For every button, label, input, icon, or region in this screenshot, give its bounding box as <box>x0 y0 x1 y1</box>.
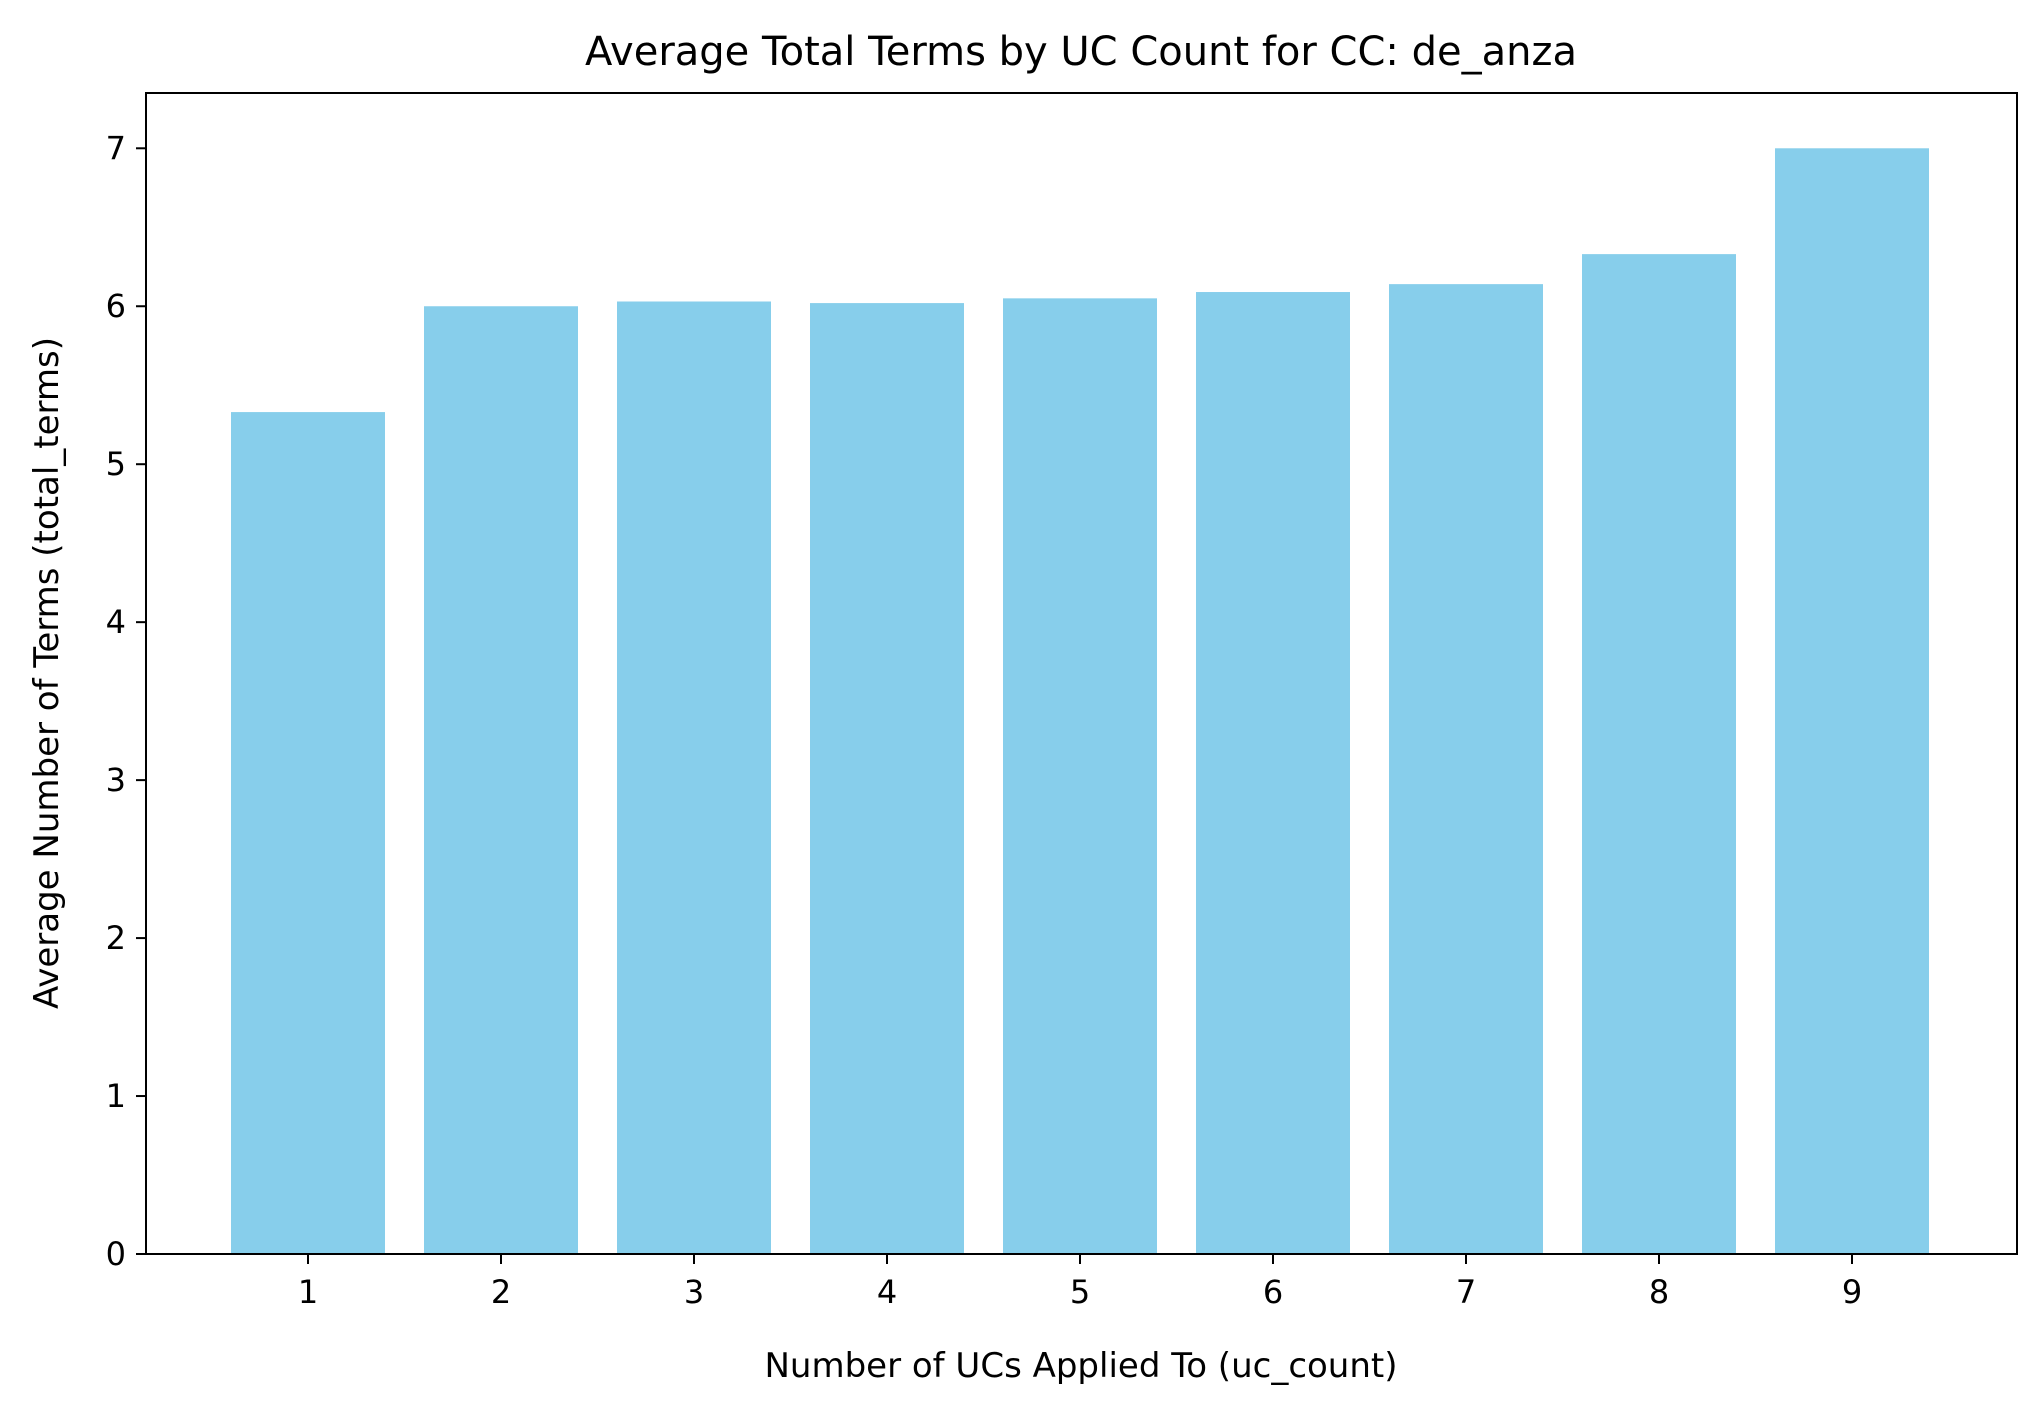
bar-uc-5 <box>1003 298 1157 1254</box>
bar-uc-8 <box>1582 254 1736 1255</box>
bar-uc-2 <box>424 306 578 1255</box>
x-tick-label: 2 <box>491 1273 511 1311</box>
x-tick-label: 9 <box>1842 1273 1862 1311</box>
y-tick-label: 6 <box>106 287 126 325</box>
x-tick-label: 4 <box>877 1273 897 1311</box>
bar-uc-1 <box>231 412 385 1255</box>
y-tick-label: 3 <box>106 761 126 799</box>
bar-uc-7 <box>1389 284 1543 1254</box>
x-tick-label: 1 <box>298 1273 318 1311</box>
bar-uc-3 <box>617 301 771 1255</box>
x-axis-ticks: 1 2 3 4 5 6 7 8 9 <box>298 1254 1862 1311</box>
x-tick-label: 6 <box>1263 1273 1283 1311</box>
y-tick-label: 7 <box>106 129 126 167</box>
y-tick-label: 4 <box>106 603 126 641</box>
x-tick-label: 3 <box>684 1273 704 1311</box>
x-tick-label: 8 <box>1649 1273 1669 1311</box>
bar-uc-4 <box>810 303 964 1255</box>
plot-frame <box>145 92 2018 1255</box>
y-axis-ticks: 0 1 2 3 4 5 6 7 <box>106 129 146 1273</box>
y-tick-label: 0 <box>106 1235 126 1273</box>
y-tick-label: 5 <box>106 445 126 483</box>
chart-title: Average Total Terms by UC Count for CC: … <box>585 29 1577 75</box>
bars-layer <box>231 148 1929 1255</box>
bar-uc-9 <box>1775 148 1929 1254</box>
x-tick-label: 7 <box>1456 1273 1476 1311</box>
y-tick-label: 1 <box>106 1077 126 1115</box>
y-tick-label: 2 <box>106 919 126 957</box>
x-tick-label: 5 <box>1070 1273 1090 1311</box>
y-axis-label: Average Number of Terms (total_terms) <box>27 337 67 1009</box>
x-axis-label: Number of UCs Applied To (uc_count) <box>764 1346 1397 1386</box>
bar-uc-6 <box>1196 292 1350 1254</box>
